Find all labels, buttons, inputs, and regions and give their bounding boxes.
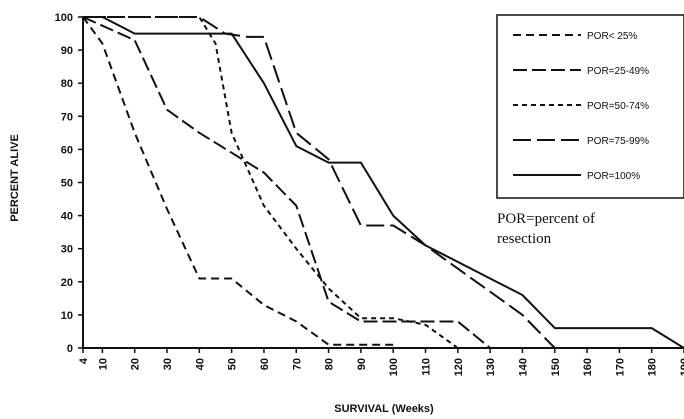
y-tick-label: 20 [61,277,73,289]
x-tick-label: 190 [679,358,684,376]
series-line-2 [82,16,491,349]
x-tick-label: 110 [421,358,433,376]
y-tick-label: 10 [61,310,73,322]
legend-label: POR=75-99% [587,136,649,147]
x-tick-label: 20 [130,358,142,370]
x-tick-label: 160 [582,358,594,376]
legend: POR< 25% POR=25-49% POR=50-74% POR=75-99% PO… [496,14,684,199]
y-tick-label: 40 [61,211,73,223]
x-tick-label: 100 [388,358,400,376]
x-tick-label: 30 [162,358,174,370]
x-tick-label: 40 [194,358,206,370]
y-axis-title: PERCENT ALIVE [9,134,21,222]
series-line-5 [83,16,684,349]
x-tick-label: 140 [517,358,529,376]
x-tick-label: 150 [550,358,562,376]
x-tick-label: 10 [97,358,109,370]
y-tick-label: 60 [61,144,73,156]
x-axis-title: SURVIVAL (Weeks) [334,403,434,415]
series-line-1 [82,16,394,346]
x-tick-label: 4 [78,357,90,364]
legend-label: POR=25-49% [587,66,649,77]
annotation-line: POR=percent of [497,211,595,227]
y-tick-label: 50 [61,178,73,190]
legend-label: POR=50-74% [587,101,649,112]
x-tick-label: 60 [259,358,271,370]
annotation: POR=percent of resection [497,211,595,247]
legend-label: POR< 25% [587,31,637,42]
y-tick-label: 90 [61,45,73,57]
x-tick-label: 120 [453,358,465,376]
series-line-4 [83,16,556,349]
series-line-3 [83,16,459,349]
x-tick-label: 80 [324,358,336,370]
y-tick-label: 100 [55,12,73,24]
legend-box [496,14,684,199]
x-tick-label: 130 [485,358,497,376]
x-tick-label: 180 [647,358,659,376]
x-tick-label: 50 [227,358,239,370]
series-layer [82,16,684,349]
x-tick-label: 70 [291,358,303,370]
x-tick-label: 170 [614,358,626,376]
legend-label: POR=100% [587,171,640,182]
x-tick-label: 90 [356,358,368,370]
y-tick-label: 70 [61,111,73,123]
y-tick-label: 0 [67,343,73,355]
y-tick-label: 80 [61,78,73,90]
y-tick-label: 30 [61,244,73,256]
annotation-line: resection [497,231,552,247]
ticks-layer: 0 10 20 30 40 50 60 70 80 90 100 4 10 20 30 40 50 60 70 80 9… [55,12,684,376]
